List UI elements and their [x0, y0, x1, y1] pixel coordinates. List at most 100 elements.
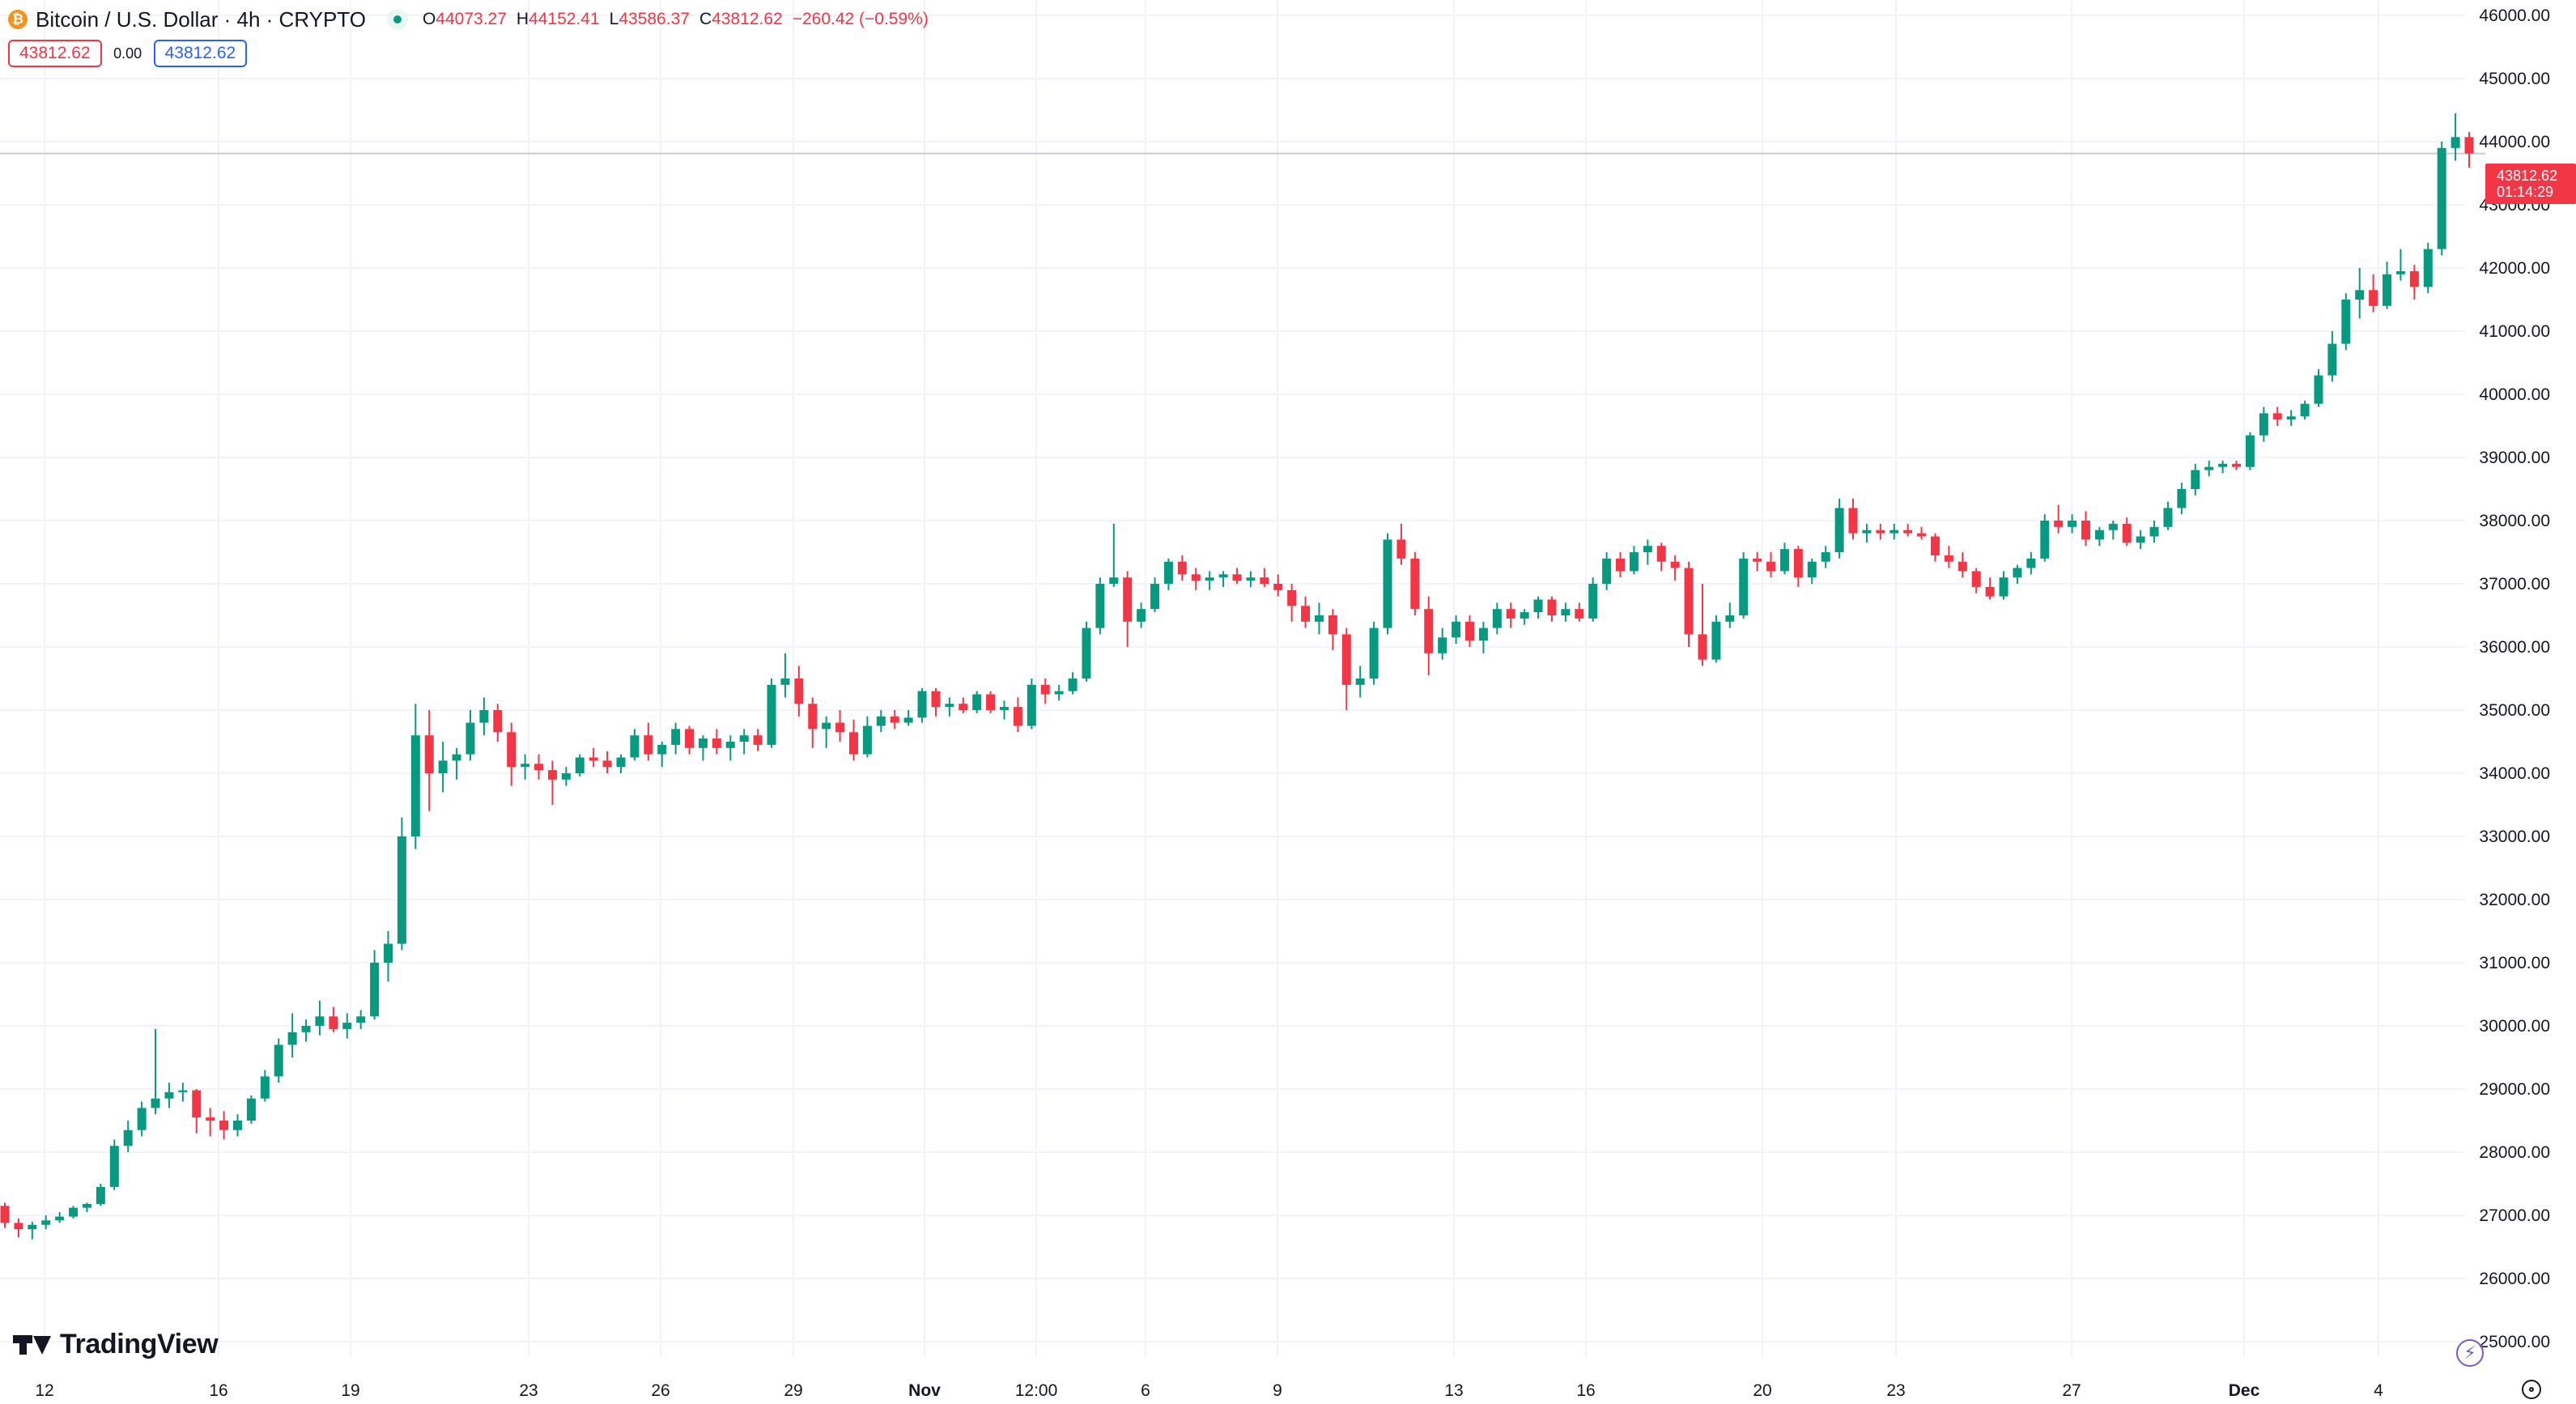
candle-body-up [2383, 274, 2392, 306]
candle-body-down [1684, 568, 1694, 635]
candle-body-down [1273, 584, 1283, 590]
time-tick-label: 26 [651, 1381, 670, 1400]
candle-body-up [28, 1224, 37, 1230]
candle-body-down [1341, 634, 1351, 685]
candle-body-up [2423, 249, 2433, 287]
candle-body-up [917, 691, 927, 718]
time-axis[interactable]: 12 16 19 23 26 29 Nov 12:00 6 9 13 16 20 23 27 Dec 4 [35, 1381, 2383, 1400]
lightning-icon[interactable]: ⚡ [2456, 1339, 2484, 1367]
sell-button[interactable]: 43812.62 [8, 40, 102, 67]
open-value: O44073.27 [423, 10, 507, 29]
candle-body-up [2451, 137, 2460, 148]
candle-body-down [1396, 539, 1406, 559]
candle-body-down [1301, 606, 1311, 622]
candle-body-up [479, 710, 489, 723]
time-tick-label: 19 [341, 1381, 359, 1400]
candle-body-up [82, 1203, 91, 1208]
candle-body-up [151, 1098, 160, 1108]
candle-body-up [2355, 290, 2365, 300]
candle-body-up [342, 1023, 352, 1029]
candle-body-up [410, 735, 420, 836]
price-tick-label: 28000.00 [2479, 1143, 2550, 1162]
ohlc-values: O44073.27 H44152.41 L43586.37 C43812.62 … [423, 10, 929, 29]
time-tick-label: 9 [1273, 1381, 1282, 1400]
candle-body-down [1013, 707, 1022, 726]
candle-body-up [2068, 521, 2077, 527]
candle-body-down [1506, 609, 1515, 619]
candle-body-up [370, 963, 380, 1017]
candle-body-up [1109, 577, 1119, 584]
candle-body-up [356, 1016, 366, 1023]
price-axis[interactable]: 46000.0045000.0044000.0043000.0042000.00… [2479, 6, 2550, 1351]
close-key: C [699, 10, 712, 28]
candle-body-up [397, 836, 406, 944]
candle-body-up [2026, 558, 2036, 568]
candle-body-up [1821, 552, 1830, 562]
low-number: 43586.37 [618, 10, 690, 28]
candle-body-up [2040, 521, 2050, 559]
low-value: L43586.37 [610, 10, 690, 29]
candle-body-down [1930, 536, 1940, 555]
candle-body-up [2163, 508, 2173, 527]
tradingview-logo[interactable]: TradingView [13, 1326, 219, 1362]
candle-body-up [780, 679, 790, 685]
candle-body-up [452, 754, 461, 761]
candle-body-down [1985, 586, 1995, 597]
candle-body-down [2232, 463, 2242, 467]
candle-body-down [1191, 574, 1201, 581]
candle-body-up [2177, 489, 2187, 508]
candle-body-down [685, 729, 695, 748]
candle-body-up [1218, 574, 1228, 578]
candle-body-up [1889, 530, 1899, 534]
market-open-icon[interactable] [386, 9, 408, 30]
candle-body-down [1616, 558, 1626, 572]
candle-body-down [1958, 561, 1967, 572]
price-tick-label: 29000.00 [2479, 1080, 2550, 1099]
low-key: L [609, 10, 619, 28]
price-tick-label: 41000.00 [2479, 322, 2550, 341]
symbol-title[interactable]: Bitcoin / U.S. Dollar · 4h · CRYPTO [36, 6, 366, 32]
candle-body-up [1137, 609, 1146, 622]
candle-body-up [260, 1076, 270, 1099]
candle-body-down [1287, 589, 1297, 606]
time-tick-label: 6 [1141, 1381, 1150, 1400]
candle-body-up [1725, 615, 1735, 622]
candle-body-up [1492, 609, 1502, 628]
candle-body-up [2286, 416, 2296, 420]
candle-body-up [1369, 628, 1379, 679]
price-tick-label: 42000.00 [2479, 259, 2550, 278]
candle-body-up [109, 1146, 119, 1187]
candle-body-up [1314, 615, 1324, 622]
candle-body-up [137, 1108, 147, 1130]
time-tick-label: 16 [209, 1381, 227, 1400]
candle-body-down [1944, 555, 1953, 562]
candle-body-up [2395, 270, 2405, 274]
trade-controls: 43812.62 0.00 43812.62 [8, 40, 248, 67]
candle-body-up [1027, 684, 1036, 726]
candle-body-down [1656, 546, 1666, 562]
candle-body-down [1903, 530, 1913, 534]
candle-body-down [1177, 561, 1187, 575]
candle-body-down [219, 1121, 229, 1130]
candle-body-down [2409, 270, 2419, 287]
candle-body-up [1602, 558, 1612, 584]
candle-body-up [315, 1016, 325, 1026]
time-tick-label: 27 [2062, 1381, 2081, 1400]
last-price-value: 43812.62 [2497, 168, 2558, 184]
candle-body-down [329, 1016, 338, 1029]
price-tick-label: 33000.00 [2479, 828, 2550, 846]
candle-body-down [1424, 609, 1434, 653]
candle-body-up [438, 760, 448, 773]
candle-body-down [1575, 609, 1584, 619]
candle-body-up [69, 1207, 79, 1217]
candle-body-up [41, 1220, 51, 1225]
candle-body-up [657, 744, 667, 755]
candle-body-up [164, 1091, 174, 1099]
buy-button[interactable]: 43812.62 [153, 40, 248, 67]
settings-icon[interactable] [2522, 1380, 2541, 1399]
candle-body-up [698, 738, 708, 748]
candle-body-up [1478, 628, 1488, 641]
candle-body-up [1807, 561, 1817, 578]
